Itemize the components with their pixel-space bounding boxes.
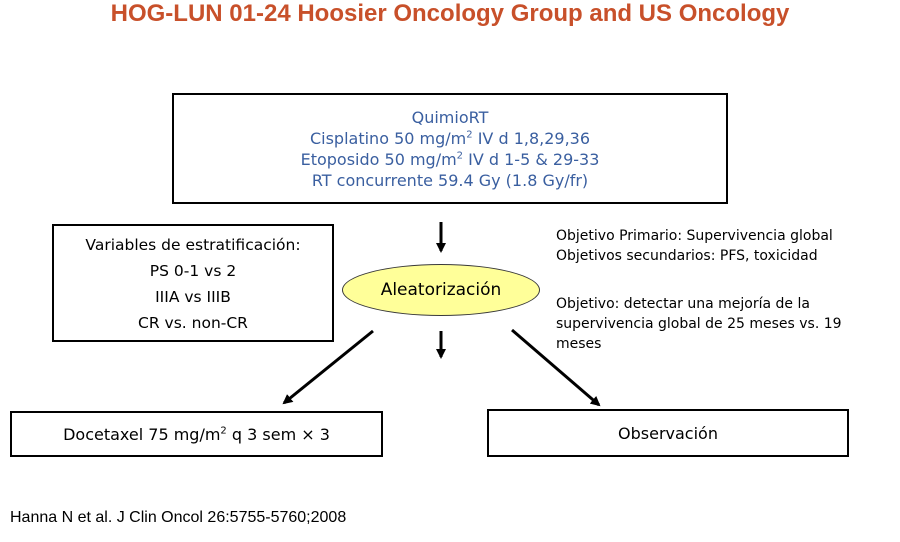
treatment-line-1: QuimioRT — [411, 108, 489, 127]
goal-note: Objetivo: detectar una mejoría de la sup… — [556, 296, 842, 352]
docetaxel-arm-box: Docetaxel 75 mg/m2 q 3 sem × 3 — [10, 411, 383, 457]
treatment-line-4: RT concurrente 59.4 Gy (1.8 Gy/fr) — [311, 171, 589, 190]
objectives-note: Objetivo Primario: Supervivencia global … — [556, 226, 833, 266]
docetaxel-arm-label: Docetaxel 75 mg/m2 q 3 sem × 3 — [63, 424, 330, 444]
secondary-objectives: Objetivos secundarios: PFS, toxicidad — [556, 248, 818, 264]
observation-arm-label: Observación — [618, 423, 718, 443]
randomization-label: Aleatorización — [380, 280, 502, 300]
chemoradiotherapy-box: QuimioRT Cisplatino 50 mg/m2 IV d 1,8,29… — [172, 93, 728, 204]
citation: Hanna N et al. J Clin Oncol 26:5755-5760… — [10, 509, 347, 526]
arrow-left-to-docetaxel — [282, 329, 374, 405]
page-title: HOG-LUN 01-24 Hoosier Oncology Group and… — [110, 0, 790, 27]
randomization-ellipse: Aleatorización — [342, 264, 540, 316]
stratification-item: CR vs. non-CR — [138, 314, 248, 332]
treatment-line-3: Etoposido 50 mg/m2 IV d 1-5 & 29-33 — [300, 150, 600, 169]
treatment-line-2: Cisplatino 50 mg/m2 IV d 1,8,29,36 — [309, 129, 591, 148]
stratification-item: IIIA vs IIIB — [155, 288, 231, 306]
arrow-right-to-observation — [511, 328, 601, 407]
stratification-heading: Variables de estratificación: — [85, 236, 301, 254]
observation-arm-box: Observación — [487, 409, 849, 457]
stratification-box: Variables de estratificación: PS 0-1 vs … — [52, 224, 334, 342]
stratification-item: PS 0-1 vs 2 — [149, 262, 237, 280]
primary-objective: Objetivo Primario: Supervivencia global — [556, 228, 833, 244]
